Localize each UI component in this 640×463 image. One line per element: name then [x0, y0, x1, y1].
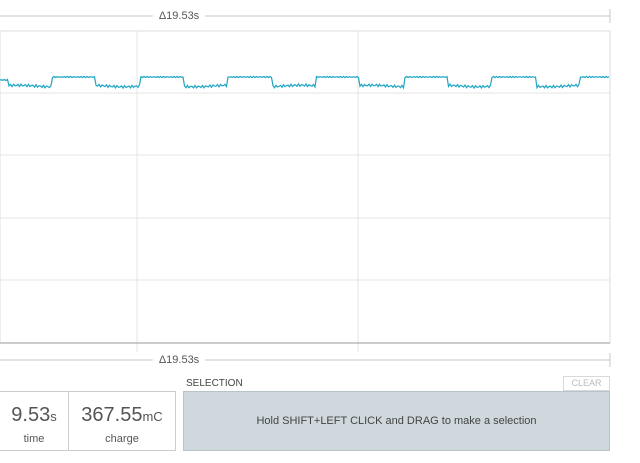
unit: s [50, 409, 57, 424]
value: 367.55 [81, 404, 143, 426]
stat-value: 9.53s [0, 404, 68, 427]
plot-area [0, 30, 611, 344]
selection-hint: Hold SHIFT+LEFT CLICK and DRAG to make a… [256, 415, 537, 427]
clear-button[interactable]: CLEAR [563, 376, 610, 391]
current-trace [0, 75, 610, 90]
stat-label: charge [105, 433, 139, 445]
stat-label: time [23, 433, 45, 445]
time-stat: 9.53s time [0, 391, 69, 451]
unit: mC [142, 409, 163, 424]
grid [0, 31, 610, 352]
stat-value: 367.55mC [69, 404, 175, 427]
selection-area[interactable]: Hold SHIFT+LEFT CLICK and DRAG to make a… [183, 391, 610, 451]
value: 9.53 [11, 404, 51, 426]
charge-stat: 367.55mC charge [68, 391, 176, 451]
top-marker-label: Δ19.53s [152, 10, 206, 22]
selection-title: SELECTION [186, 378, 243, 389]
bottom-marker-label: Δ19.53s [152, 354, 206, 366]
